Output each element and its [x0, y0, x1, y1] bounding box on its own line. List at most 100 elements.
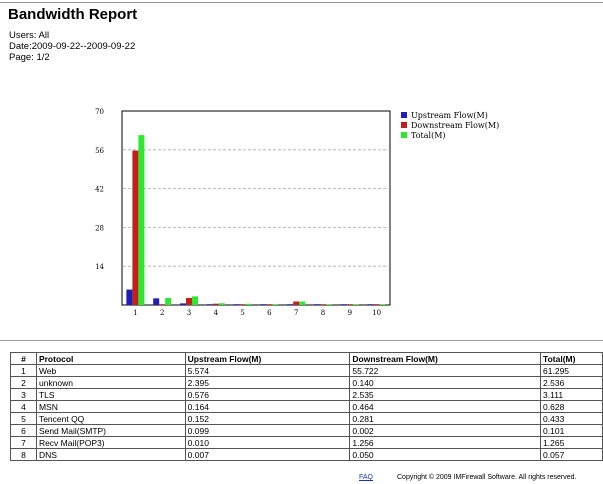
bar-upstream	[180, 303, 186, 305]
cell-index: 8	[10, 448, 37, 461]
section-divider	[0, 340, 603, 341]
users-label: Users: All	[9, 30, 50, 41]
cell-upstream: 0.576	[184, 388, 351, 401]
bar-downstream	[373, 304, 380, 305]
x-tick-label: 2	[160, 309, 164, 317]
y-tick-label: 56	[95, 147, 104, 155]
table-row: 4 MSN 0.164 0.464 0.628	[10, 400, 603, 413]
protocol-table: # Protocol Upstream Flow(M) Downstream F…	[10, 352, 603, 461]
x-tick-label: 9	[348, 309, 352, 317]
cell-downstream: 55.722	[349, 364, 542, 377]
cell-total: 0.057	[540, 448, 603, 461]
cell-total: 3.111	[540, 388, 603, 401]
bar-upstream	[206, 304, 213, 305]
bar-upstream	[340, 304, 347, 305]
col-header-downstream: Downstream Flow(M)	[349, 352, 542, 365]
bar-downstream	[159, 304, 166, 305]
x-tick-label: 5	[240, 309, 244, 317]
cell-downstream: 1.256	[349, 436, 542, 449]
table-row: 7 Recv Mail(POP3) 0.010 1.256 1.265	[10, 436, 603, 449]
y-tick-label: 28	[95, 224, 104, 232]
cell-upstream: 0.152	[184, 412, 351, 425]
table-row: 6 Send Mail(SMTP) 0.099 0.002 0.101	[10, 424, 603, 437]
cell-total: 0.101	[540, 424, 603, 437]
cell-index: 1	[10, 364, 37, 377]
cell-downstream: 0.050	[349, 448, 542, 461]
bar-total	[379, 304, 386, 305]
legend-label-total: Total(M)	[411, 130, 446, 140]
legend-item-total: Total(M)	[401, 130, 499, 140]
copyright-text: Copyright © 2009 IMFirewall Software. Al…	[397, 474, 577, 481]
bar-total	[299, 301, 306, 305]
legend-label-upstream: Upstream Flow(M)	[411, 110, 488, 120]
legend-swatch-total	[401, 132, 407, 138]
bar-upstream	[153, 298, 160, 305]
bar-downstream	[320, 304, 326, 305]
cell-downstream: 0.140	[349, 376, 542, 389]
bar-total	[352, 304, 359, 305]
col-header-protocol: Protocol	[35, 352, 186, 365]
cell-upstream: 5.574	[184, 364, 351, 377]
bar-downstream	[293, 301, 300, 305]
cell-downstream: 0.464	[349, 400, 542, 413]
plot-frame	[121, 110, 391, 306]
table-row: 5 Tencent QQ 0.152 0.281 0.433	[10, 412, 603, 425]
bar-downstream	[266, 304, 273, 305]
x-tick-label: 10	[372, 309, 381, 317]
col-header-index: #	[10, 352, 37, 365]
cell-protocol: Web	[35, 364, 186, 377]
faq-link[interactable]: FAQ	[359, 474, 374, 481]
bar-total	[138, 135, 145, 305]
x-tick-label: 3	[187, 309, 191, 317]
legend-item-downstream: Downstream Flow(M)	[401, 120, 499, 130]
x-tick-label: 4	[214, 309, 219, 317]
bar-total	[218, 303, 225, 305]
cell-index: 7	[10, 436, 37, 449]
cell-index: 6	[10, 424, 37, 437]
cell-protocol: unknown	[35, 376, 186, 389]
bar-downstream	[212, 303, 219, 305]
bar-downstream	[239, 304, 246, 305]
bar-downstream	[346, 304, 353, 305]
x-tick-label: 1	[133, 309, 137, 317]
bar-total	[272, 304, 279, 305]
cell-downstream: 2.535	[349, 388, 542, 401]
page-label: Page: 1/2	[9, 52, 50, 63]
y-tick-label: 14	[95, 263, 104, 271]
cell-upstream: 0.164	[184, 400, 351, 413]
table-row: 3 TLS 0.576 2.535 3.111	[10, 388, 603, 401]
table-header-row: # Protocol Upstream Flow(M) Downstream F…	[10, 352, 603, 365]
bar-upstream	[233, 304, 240, 305]
cell-upstream: 0.010	[184, 436, 351, 449]
cell-protocol: Recv Mail(POP3)	[35, 436, 186, 449]
legend-swatch-downstream	[401, 122, 407, 128]
cell-upstream: 0.099	[184, 424, 351, 437]
x-tick-label: 7	[294, 309, 298, 317]
cell-upstream: 0.007	[184, 448, 351, 461]
bar-total	[192, 296, 198, 305]
col-header-total: Total(M)	[540, 352, 603, 365]
bar-upstream	[367, 304, 374, 305]
table-row: 8 DNS 0.007 0.050 0.057	[10, 448, 603, 461]
report-title: Bandwidth Report	[8, 6, 138, 23]
table-viewport: # Protocol Upstream Flow(M) Downstream F…	[0, 352, 603, 468]
bar-upstream	[287, 304, 294, 305]
bar-upstream	[314, 304, 320, 305]
cell-index: 4	[10, 400, 37, 413]
chart-legend: Upstream Flow(M) Downstream Flow(M) Tota…	[401, 110, 499, 140]
cell-total: 1.265	[540, 436, 603, 449]
cell-index: 3	[10, 388, 37, 401]
footer: FAQ Copyright © 2009 IMFirewall Software…	[0, 468, 603, 484]
table-row: 1 Web 5.574 55.722 61.295	[10, 364, 603, 377]
cell-index: 5	[10, 412, 37, 425]
cell-total: 61.295	[540, 364, 603, 377]
cell-total: 2.536	[540, 376, 603, 389]
cell-protocol: DNS	[35, 448, 186, 461]
cell-protocol: MSN	[35, 400, 186, 413]
y-tick-label: 42	[95, 186, 104, 194]
cell-upstream: 2.395	[184, 376, 351, 389]
cell-protocol: Send Mail(SMTP)	[35, 424, 186, 437]
legend-item-upstream: Upstream Flow(M)	[401, 110, 499, 120]
legend-swatch-upstream	[401, 112, 407, 118]
